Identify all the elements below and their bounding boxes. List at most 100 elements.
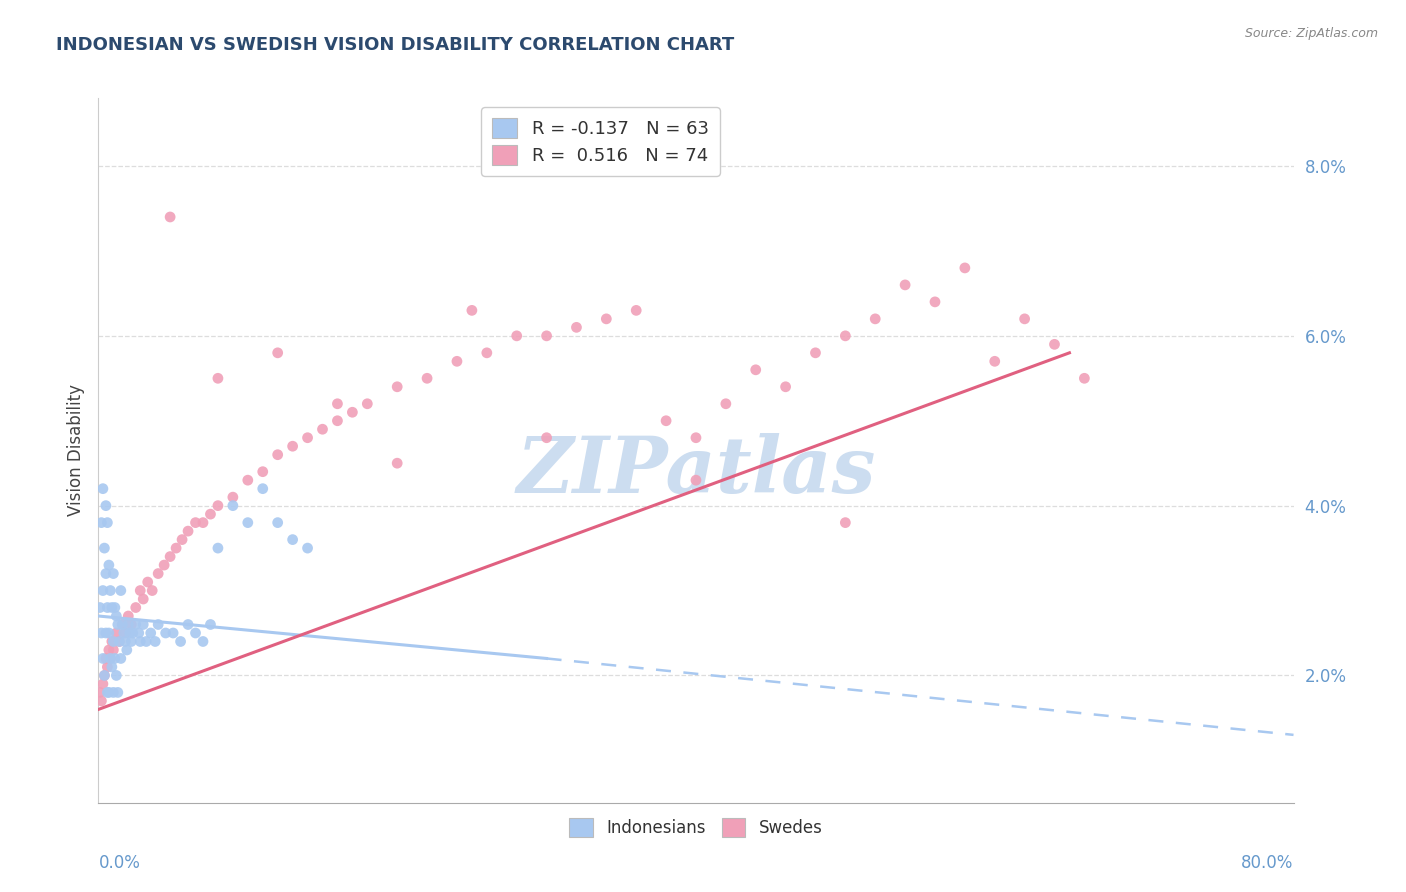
Point: [118, 626, 141, 640]
Point: [114, 634, 136, 648]
Point: [128, 626, 150, 640]
Point: [536, 329, 558, 343]
Point: [108, 634, 131, 648]
Point: [115, 643, 138, 657]
Point: [120, 617, 142, 632]
Point: [91, 482, 114, 496]
Point: [745, 363, 768, 377]
Point: [685, 431, 707, 445]
Point: [125, 600, 148, 615]
Point: [356, 397, 378, 411]
Point: [105, 626, 128, 640]
Point: [162, 626, 184, 640]
Point: [565, 320, 588, 334]
Point: [714, 397, 737, 411]
Point: [141, 583, 163, 598]
Point: [104, 600, 127, 615]
Point: [101, 660, 124, 674]
Point: [1073, 371, 1095, 385]
Point: [107, 685, 129, 699]
Point: [184, 516, 207, 530]
Text: Source: ZipAtlas.com: Source: ZipAtlas.com: [1244, 27, 1378, 40]
Point: [267, 516, 290, 530]
Point: [536, 431, 558, 445]
Point: [97, 685, 120, 699]
Point: [125, 617, 148, 632]
Point: [446, 354, 468, 368]
Point: [475, 346, 498, 360]
Point: [184, 626, 207, 640]
Point: [1043, 337, 1066, 351]
Point: [112, 626, 135, 640]
Point: [385, 456, 409, 470]
Point: [94, 566, 117, 581]
Point: [101, 600, 124, 615]
Point: [91, 583, 114, 598]
Point: [105, 668, 128, 682]
Point: [96, 516, 118, 530]
Point: [834, 329, 856, 343]
Point: [984, 354, 1007, 368]
Point: [107, 617, 129, 632]
Point: [172, 533, 194, 547]
Point: [103, 643, 125, 657]
Point: [139, 626, 162, 640]
Point: [91, 677, 114, 691]
Point: [94, 499, 117, 513]
Point: [865, 311, 887, 326]
Point: [89, 600, 111, 615]
Point: [135, 634, 157, 648]
Point: [93, 541, 115, 555]
Text: INDONESIAN VS SWEDISH VISION DISABILITY CORRELATION CHART: INDONESIAN VS SWEDISH VISION DISABILITY …: [56, 36, 734, 54]
Point: [111, 617, 134, 632]
Point: [200, 507, 222, 521]
Point: [96, 660, 118, 674]
Point: [93, 668, 115, 682]
Point: [222, 499, 245, 513]
Point: [804, 346, 827, 360]
Point: [461, 303, 484, 318]
Point: [117, 617, 139, 632]
Point: [222, 490, 245, 504]
Point: [97, 558, 120, 572]
Point: [385, 380, 409, 394]
Point: [236, 516, 259, 530]
Point: [114, 626, 136, 640]
Point: [775, 380, 797, 394]
Point: [97, 626, 120, 640]
Point: [311, 422, 333, 436]
Point: [143, 634, 166, 648]
Point: [159, 210, 181, 224]
Point: [297, 541, 319, 555]
Point: [281, 533, 304, 547]
Point: [177, 617, 200, 632]
Point: [655, 414, 678, 428]
Text: 80.0%: 80.0%: [1241, 854, 1294, 871]
Point: [120, 634, 142, 648]
Point: [148, 566, 170, 581]
Point: [326, 397, 349, 411]
Point: [103, 685, 125, 699]
Point: [281, 439, 304, 453]
Point: [159, 549, 181, 564]
Point: [98, 651, 122, 665]
Point: [252, 482, 274, 496]
Point: [90, 516, 112, 530]
Point: [326, 414, 349, 428]
Point: [191, 516, 214, 530]
Point: [104, 651, 127, 665]
Point: [595, 311, 617, 326]
Point: [169, 634, 191, 648]
Point: [90, 694, 112, 708]
Point: [953, 260, 976, 275]
Point: [685, 473, 707, 487]
Point: [252, 465, 274, 479]
Point: [177, 524, 200, 538]
Text: 0.0%: 0.0%: [98, 854, 141, 871]
Point: [96, 685, 118, 699]
Point: [132, 592, 155, 607]
Point: [207, 541, 229, 555]
Point: [121, 626, 143, 640]
Point: [191, 634, 214, 648]
Point: [90, 626, 112, 640]
